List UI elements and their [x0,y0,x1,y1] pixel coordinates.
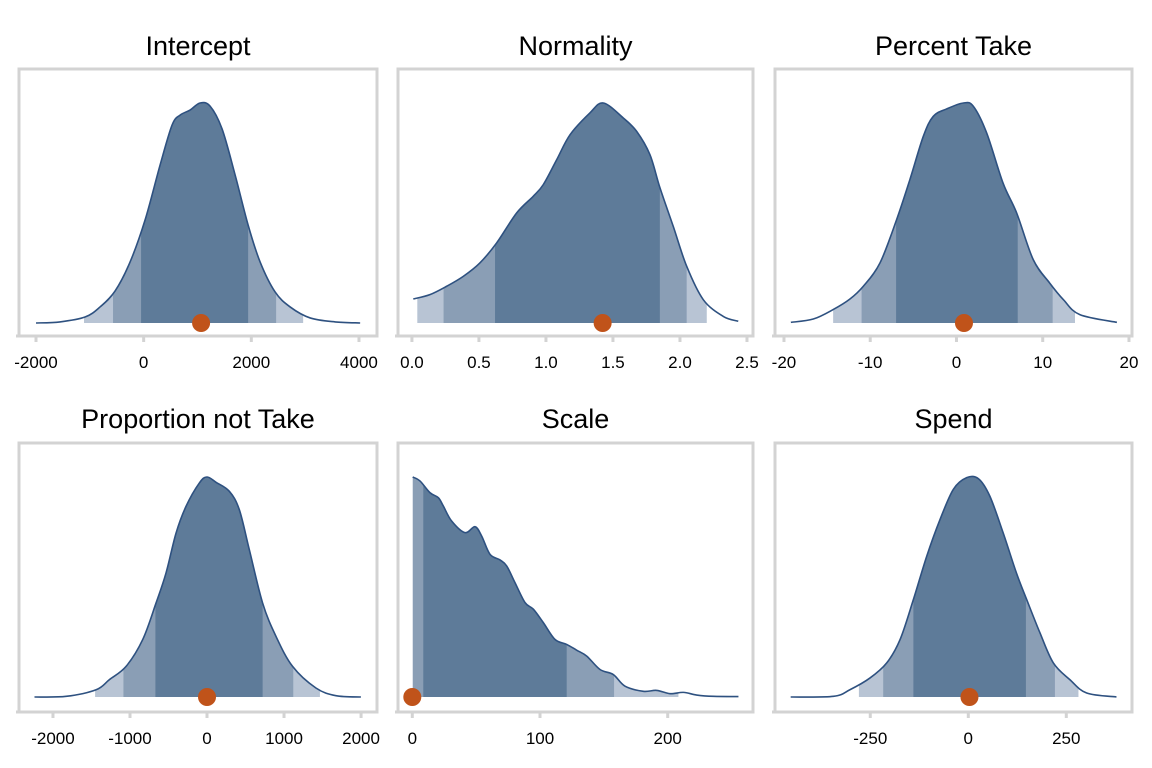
x-tick-label: -2000 [14,353,57,372]
x-tick-label: 1.0 [534,353,558,372]
x-tick-label: -10 [858,353,883,372]
x-tick-label: 2000 [342,729,380,748]
density-line [34,476,361,698]
x-tick-label: 1000 [265,729,303,748]
panel-title: Scale [542,404,610,434]
x-tick-label: 0 [408,729,417,748]
x-tick-label: 2.0 [668,353,692,372]
x-tick-label: 0 [139,353,148,372]
credible-interval-inner [896,102,1018,323]
panel-intercept: Intercept -2000 0 2000 4000 [14,31,379,372]
point-estimate [960,688,979,706]
x-tick-label: -1000 [108,729,151,748]
x-tick-label: 0 [952,353,961,372]
panel-normality: Normality 0.0 0.5 1.0 1.5 2.0 2.5 [395,31,759,372]
panel-title: Percent Take [875,31,1032,61]
x-tick-label: -20 [772,353,797,372]
point-estimate [192,314,211,332]
panel-title: Spend [914,404,992,434]
credible-interval-inner [495,102,660,323]
density-line [790,475,1117,698]
point-estimate [198,688,217,706]
density-line [35,101,361,324]
panel-frame [396,441,755,712]
x-tick-label: 2000 [232,353,270,372]
panel-scale: Scale 0 100 200 [395,404,755,748]
point-estimate [593,314,612,332]
credible-interval-inner [913,476,1026,697]
panel-title: Normality [518,31,633,61]
x-tick-label: 100 [526,729,554,748]
x-tick-label: 10 [1033,353,1052,372]
x-tick-label: 250 [1052,729,1080,748]
x-tick-label: 2.5 [735,353,759,372]
density-line [413,102,739,323]
credible-interval-inner [155,476,263,697]
panel-frame [17,441,379,712]
panel-title: Intercept [145,31,251,61]
panel-frame [17,67,379,336]
x-tick-label: 200 [654,729,682,748]
panel-frame [773,441,1134,712]
credible-interval-inner [423,477,567,697]
x-tick-label: 0.0 [400,353,424,372]
x-tick-label: 1.5 [601,353,625,372]
point-estimate [954,314,973,332]
x-tick-label: 0 [964,729,973,748]
panel-proportion-not-take: Proportion not Take -2000 -1000 0 1000 2000 [16,404,380,748]
panel-title: Proportion not Take [81,404,315,434]
x-tick-label: -2000 [31,729,74,748]
panel-frame [773,67,1134,336]
panel-spend: Spend -250 0 250 [772,404,1134,748]
x-tick-label: -250 [853,729,887,748]
x-tick-label: 0 [202,729,211,748]
panel-frame [396,67,755,336]
density-line [790,101,1118,324]
x-tick-label: 0.5 [467,353,491,372]
x-tick-label: 4000 [340,353,378,372]
density-line [412,476,739,698]
x-tick-label: 20 [1120,353,1139,372]
point-estimate [403,688,422,706]
panel-percent-take: Percent Take -20 -10 0 10 20 [772,31,1139,372]
